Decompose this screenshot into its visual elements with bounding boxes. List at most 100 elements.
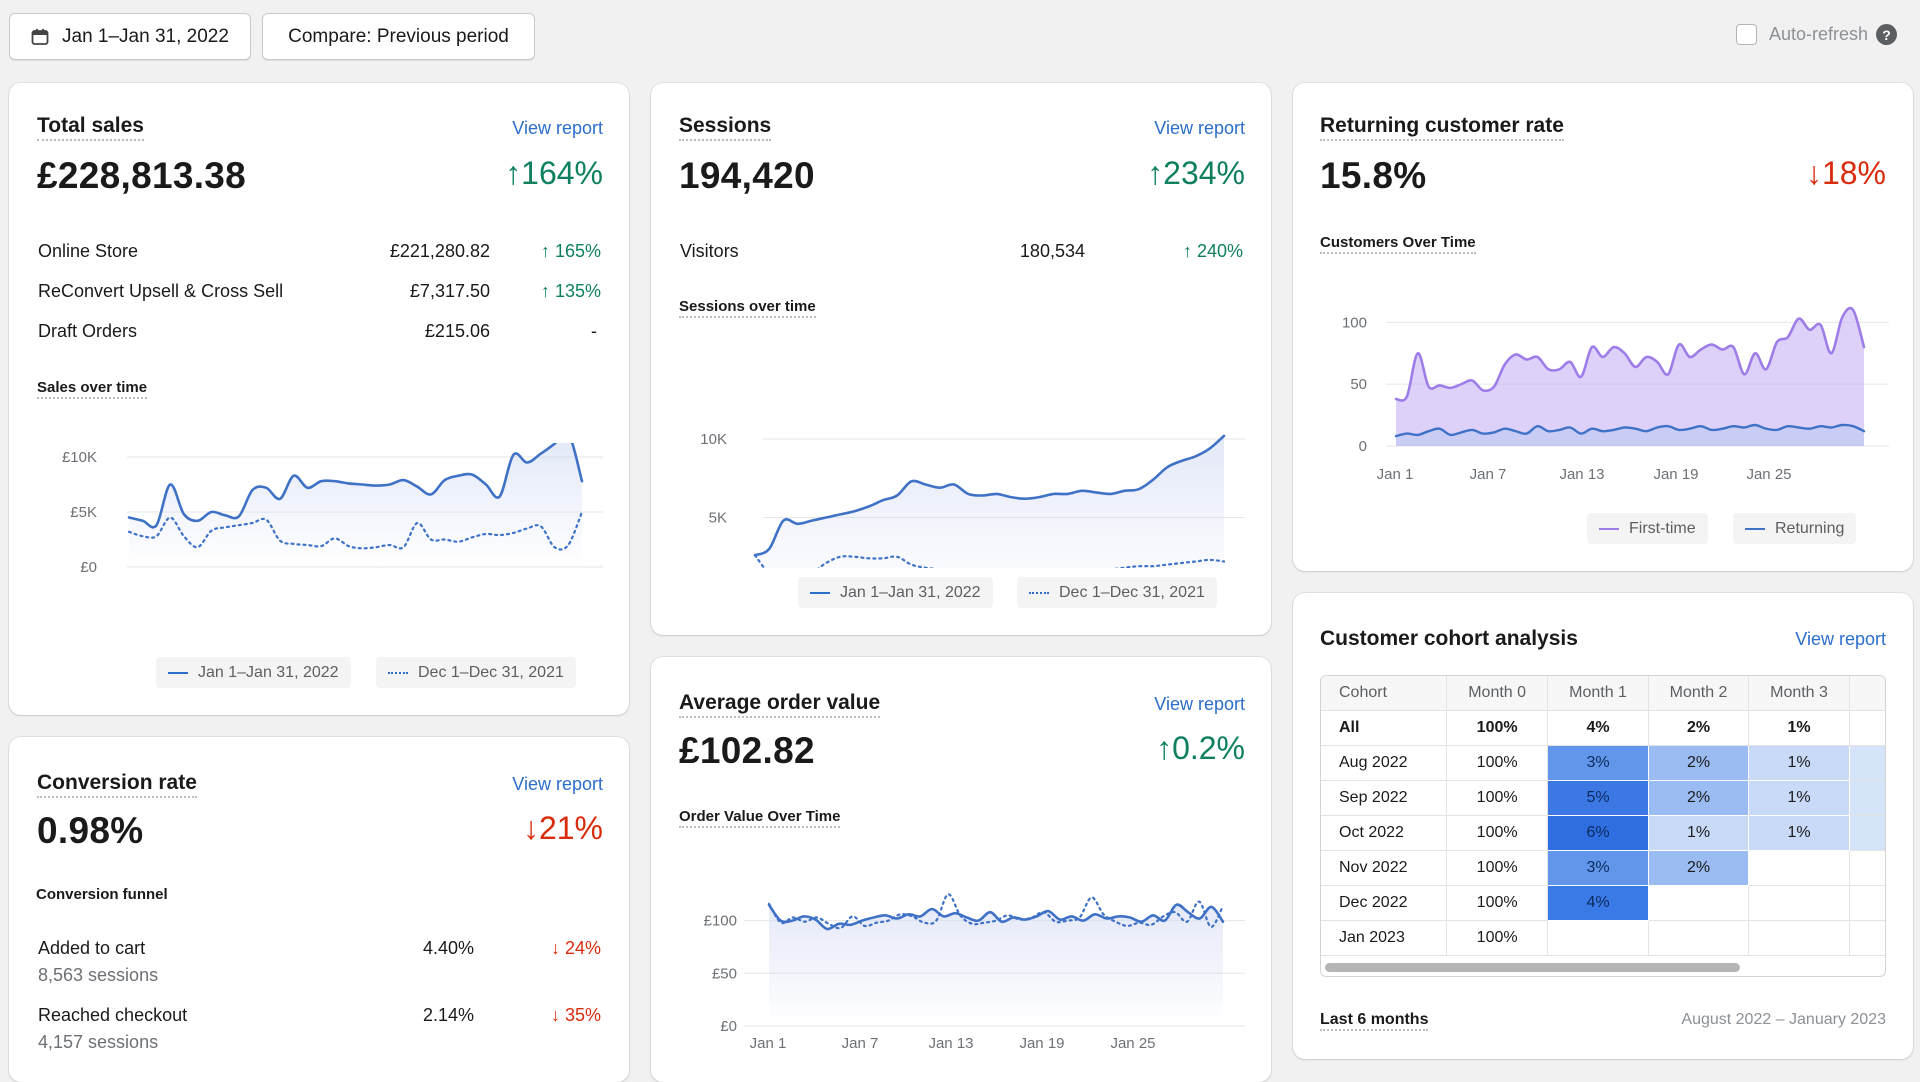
sales-row-change: ↑ 135% bbox=[540, 281, 601, 301]
series-area bbox=[755, 435, 1224, 568]
funnel-title: Conversion funnel bbox=[36, 886, 168, 903]
y-tick-label: 50 bbox=[1350, 376, 1367, 393]
cohort-cell: 100% bbox=[1446, 850, 1549, 886]
visitors-value: 180,534 bbox=[1019, 241, 1085, 261]
legend-first-time[interactable]: First-time bbox=[1587, 513, 1708, 544]
sales-row-value: £7,317.50 bbox=[409, 281, 490, 301]
compare-button[interactable]: Compare: Previous period bbox=[262, 13, 535, 60]
total-sales-title[interactable]: Total sales bbox=[37, 114, 144, 141]
sales-row-value: £215.06 bbox=[424, 321, 490, 341]
cohort-cell: 3% bbox=[1547, 745, 1649, 781]
help-icon[interactable]: ? bbox=[1876, 24, 1898, 45]
auto-refresh-label: Auto-refresh bbox=[1769, 24, 1869, 44]
view-report-link[interactable]: View report bbox=[512, 774, 603, 794]
cohort-date-range: August 2022 – January 2023 bbox=[1681, 1011, 1886, 1028]
cohort-label-cell: Dec 2022 bbox=[1321, 885, 1447, 921]
legend-first-time-label: First-time bbox=[1629, 519, 1696, 537]
series-area bbox=[769, 904, 1223, 1026]
series-line bbox=[1394, 306, 1866, 402]
y-tick-label: £100 bbox=[704, 913, 737, 930]
conversion-card: Conversion rate View report 0.98% ↓21% C… bbox=[9, 737, 629, 1082]
view-report-link[interactable]: View report bbox=[1154, 118, 1245, 138]
cohort-cell: 100% bbox=[1446, 710, 1549, 746]
cohort-cell bbox=[1748, 885, 1850, 921]
series-line bbox=[767, 893, 1225, 930]
cohort-cell: 1% bbox=[1648, 815, 1750, 851]
legend-previous[interactable]: Dec 1–Dec 31, 2021 bbox=[376, 657, 576, 688]
legend-previous[interactable]: Dec 1–Dec 31, 2021 bbox=[1017, 577, 1217, 608]
date-range-button[interactable]: Jan 1–Jan 31, 2022 bbox=[9, 13, 251, 60]
conversion-change: ↓21% bbox=[522, 810, 603, 846]
sales-row-value: £221,280.82 bbox=[389, 241, 490, 261]
x-tick-label: Jan 19 bbox=[1653, 466, 1698, 483]
cohort-cell bbox=[1849, 780, 1885, 816]
legend-current[interactable]: Jan 1–Jan 31, 2022 bbox=[156, 657, 351, 688]
cohort-cell: 3% bbox=[1547, 850, 1649, 886]
y-tick-label: £10K bbox=[62, 449, 97, 466]
sessions-change: ↑234% bbox=[1147, 155, 1245, 191]
cohort-header-cell bbox=[1849, 676, 1885, 711]
cohort-row: Aug 2022 100% 3% 2% 1% bbox=[1321, 745, 1885, 781]
sales-row-change: ↑ 165% bbox=[540, 241, 601, 261]
view-report-link[interactable]: View report bbox=[1154, 694, 1245, 714]
legend-current[interactable]: Jan 1–Jan 31, 2022 bbox=[798, 577, 993, 608]
cohort-header-row: Cohort Month 0 Month 1 Month 2 Month 3 bbox=[1321, 676, 1885, 711]
legend-returning[interactable]: Returning bbox=[1733, 513, 1857, 544]
cohort-title: Customer cohort analysis bbox=[1320, 627, 1578, 650]
funnel-change: ↓ 35% bbox=[550, 1005, 601, 1025]
aov-card: Average order value View report £102.82 … bbox=[651, 657, 1271, 1082]
returning-value: 15.8% bbox=[1320, 155, 1427, 196]
cohort-header-cell: Month 1 bbox=[1547, 676, 1649, 711]
cohort-cell bbox=[1849, 885, 1885, 921]
cohort-cell bbox=[1748, 920, 1850, 956]
aov-chart-title[interactable]: Order Value Over Time bbox=[679, 808, 841, 828]
calendar-icon bbox=[31, 28, 49, 45]
cohort-cell: 2% bbox=[1648, 780, 1750, 816]
conversion-title[interactable]: Conversion rate bbox=[37, 771, 197, 798]
funnel-label: Added to cart bbox=[38, 938, 146, 958]
sales-chart-title[interactable]: Sales over time bbox=[37, 379, 148, 399]
cohort-table-wrap[interactable]: Cohort Month 0 Month 1 Month 2 Month 3 All 100… bbox=[1320, 675, 1886, 977]
cohort-header-cell: Month 2 bbox=[1648, 676, 1750, 711]
y-tick-label: £0 bbox=[80, 559, 97, 576]
aov-value: £102.82 bbox=[679, 730, 815, 771]
sessions-chart-title[interactable]: Sessions over time bbox=[679, 298, 816, 318]
customers-chart-title[interactable]: Customers Over Time bbox=[1320, 234, 1476, 254]
customers-chart: 0 50 100 Jan 1 Jan 7 Jan 13 Jan 19 Jan 25 bbox=[1342, 306, 1889, 483]
total-sales-change: ↑164% bbox=[505, 155, 603, 191]
cohort-cell: 5% bbox=[1547, 780, 1649, 816]
view-report-link[interactable]: View report bbox=[512, 118, 603, 138]
cohort-range-filter[interactable]: Last 6 months bbox=[1320, 1011, 1429, 1031]
sessions-title[interactable]: Sessions bbox=[679, 114, 772, 141]
sessions-card: Sessions View report 194,420 ↑234% Visit… bbox=[651, 83, 1271, 635]
cohort-cell: 1% bbox=[1748, 745, 1850, 781]
cohort-row: Nov 2022 100% 3% 2% bbox=[1321, 850, 1885, 886]
series-line bbox=[127, 443, 584, 529]
sales-row-label: ReConvert Upsell & Cross Sell bbox=[38, 281, 284, 301]
auto-refresh-toggle[interactable]: Auto-refresh ? bbox=[1736, 24, 1898, 45]
auto-refresh-checkbox[interactable] bbox=[1736, 24, 1757, 45]
cohort-cell: 2% bbox=[1648, 710, 1750, 746]
series-area bbox=[129, 443, 582, 567]
y-tick-label: 0 bbox=[1359, 438, 1367, 455]
view-report-link[interactable]: View report bbox=[1795, 629, 1886, 649]
sales-row-label: Online Store bbox=[38, 241, 139, 261]
cohort-cell: 4% bbox=[1547, 710, 1649, 746]
series-line bbox=[753, 554, 1226, 568]
y-tick-label: 10K bbox=[700, 431, 727, 448]
x-tick-label: Jan 1 bbox=[750, 1035, 787, 1052]
cohort-label-cell: All bbox=[1321, 710, 1447, 746]
cohort-cell bbox=[1547, 920, 1649, 956]
funnel-sessions: 4,157 sessions bbox=[38, 1032, 159, 1052]
visitors-label: Visitors bbox=[680, 241, 739, 261]
horizontal-scrollbar[interactable] bbox=[1325, 963, 1740, 972]
cohort-cell bbox=[1748, 850, 1850, 886]
cohort-card: Customer cohort analysis View report Coh… bbox=[1293, 593, 1913, 1059]
cohort-cell: 100% bbox=[1446, 920, 1549, 956]
returning-title[interactable]: Returning customer rate bbox=[1320, 114, 1564, 141]
aov-title[interactable]: Average order value bbox=[679, 691, 881, 718]
cohort-header-cell: Month 3 bbox=[1748, 676, 1850, 711]
cohort-header-cell: Cohort bbox=[1321, 676, 1447, 711]
cohort-cell bbox=[1648, 885, 1750, 921]
